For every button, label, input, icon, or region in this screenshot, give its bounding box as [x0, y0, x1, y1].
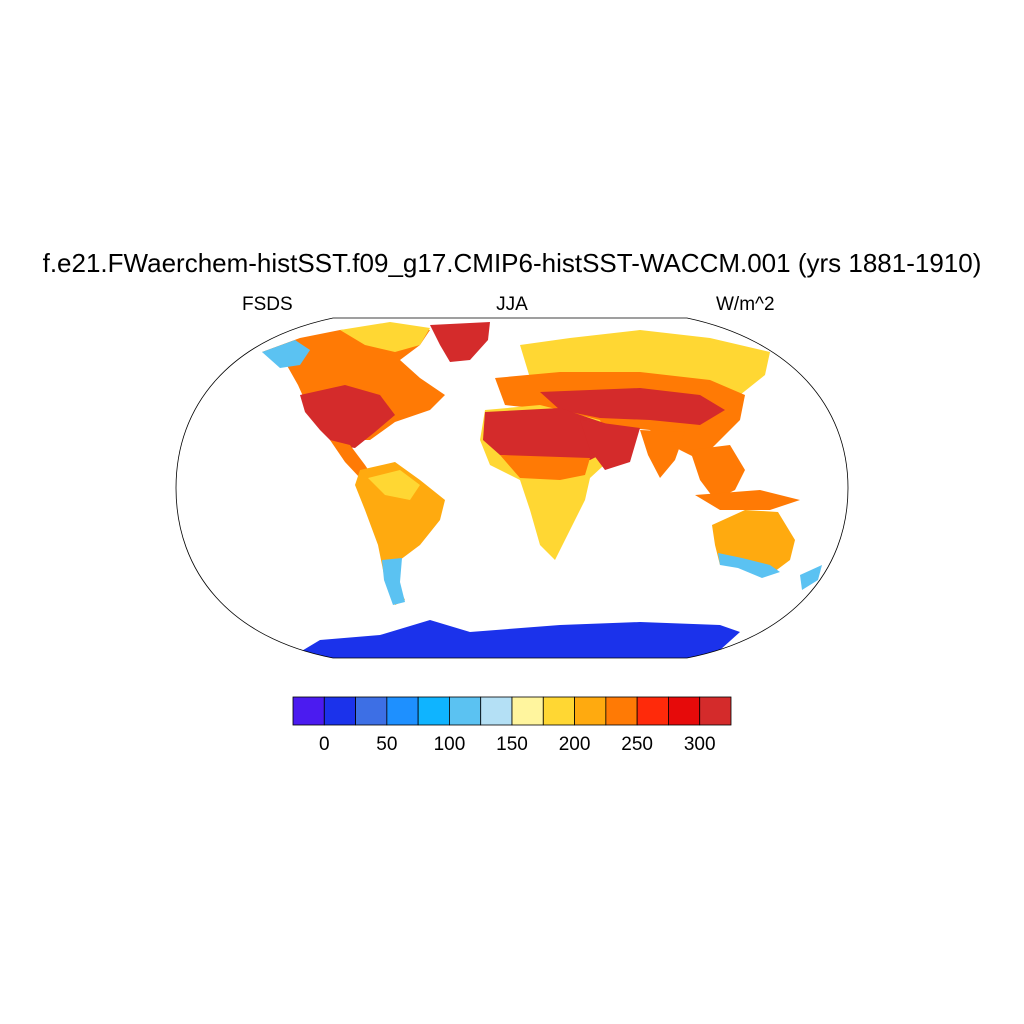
arabia	[580, 420, 640, 470]
colorbar-tick-label: 150	[496, 734, 528, 755]
colorbar-swatch	[449, 696, 482, 726]
colorbar-swatch	[355, 696, 388, 726]
arctic-canada	[340, 322, 430, 352]
map-border	[175, 317, 849, 659]
colorbar-swatch	[542, 696, 575, 726]
colorbar-swatch	[323, 696, 356, 726]
colorbar-swatch	[386, 696, 419, 726]
greenland	[430, 322, 490, 362]
colorbar-tick-label: 100	[433, 734, 466, 755]
antarctica	[290, 620, 740, 658]
colorbar-swatch	[605, 696, 638, 726]
sahara	[483, 408, 610, 460]
land-fill	[262, 322, 822, 658]
colorbar-swatch	[511, 696, 544, 726]
southeast-asia	[690, 445, 745, 500]
variable-label: FSDS	[242, 294, 293, 315]
colorbar-swatch	[417, 696, 450, 726]
colorbar-swatch	[699, 696, 732, 726]
season-label: JJA	[496, 294, 528, 315]
units-label: W/m^2	[716, 294, 775, 315]
india	[640, 430, 685, 478]
new-zealand	[800, 565, 822, 590]
colorbar	[292, 696, 732, 726]
north-america	[262, 325, 445, 440]
colorbar-swatch	[480, 696, 513, 726]
colorbar-tick-label: 50	[376, 734, 398, 755]
colorbar-swatch	[668, 696, 701, 726]
patagonia	[382, 558, 405, 605]
africa-sahel	[500, 455, 590, 480]
colorbar-swatch	[574, 696, 607, 726]
colorbar-tick-label: 0	[318, 734, 330, 755]
indonesia	[695, 490, 800, 510]
colorbar-swatch	[292, 696, 325, 726]
australia-south	[718, 553, 780, 578]
colorbar-tick-label: 200	[558, 734, 591, 755]
colorbar-swatch	[636, 696, 669, 726]
plot-title: f.e21.FWaerchem-histSST.f09_g17.CMIP6-hi…	[42, 248, 982, 278]
south-america	[355, 462, 445, 605]
alaska	[262, 340, 310, 368]
colorbar-tick-label: 250	[621, 734, 653, 755]
central-asia	[540, 388, 725, 425]
colorbar-tick-label: 300	[683, 734, 716, 755]
north-america-south	[300, 385, 395, 448]
south-america-amazon	[368, 470, 420, 500]
